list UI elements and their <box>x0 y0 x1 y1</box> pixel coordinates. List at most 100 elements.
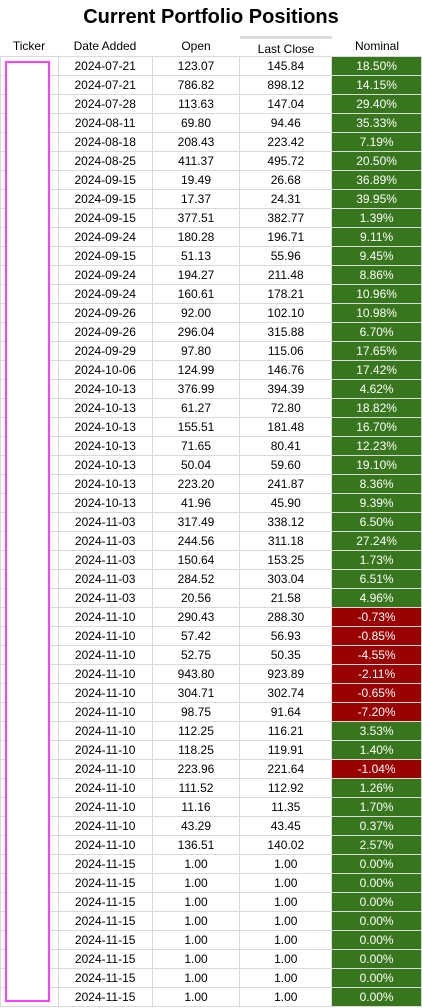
last-close-cell[interactable]: 196.71 <box>239 227 333 247</box>
date-added-cell[interactable]: 2024-09-24 <box>57 284 153 304</box>
nominal-cell[interactable]: 12.23% <box>331 436 422 456</box>
date-added-cell[interactable]: 2024-11-15 <box>57 911 153 931</box>
nominal-cell[interactable]: 35.33% <box>331 113 422 133</box>
date-added-cell[interactable]: 2024-08-25 <box>57 151 153 171</box>
date-added-cell[interactable]: 2024-11-10 <box>57 645 153 665</box>
open-cell[interactable]: 112.25 <box>151 721 241 741</box>
date-added-cell[interactable]: 2024-09-24 <box>57 227 153 247</box>
date-added-cell[interactable]: 2024-11-15 <box>57 949 153 969</box>
last-close-cell[interactable]: 1.00 <box>239 987 333 1007</box>
date-added-cell[interactable]: 2024-11-10 <box>57 721 153 741</box>
date-added-cell[interactable]: 2024-10-13 <box>57 474 153 494</box>
last-close-cell[interactable]: 303.04 <box>239 569 333 589</box>
nominal-cell[interactable]: 2.57% <box>331 835 422 855</box>
date-added-cell[interactable]: 2024-11-03 <box>57 569 153 589</box>
last-close-cell[interactable]: 45.90 <box>239 493 333 513</box>
open-cell[interactable]: 136.51 <box>151 835 241 855</box>
open-cell[interactable]: 1.00 <box>151 873 241 893</box>
date-added-cell[interactable]: 2024-11-03 <box>57 550 153 570</box>
last-close-cell[interactable]: 211.48 <box>239 265 333 285</box>
date-added-cell[interactable]: 2024-11-15 <box>57 987 153 1007</box>
column-header-date-added[interactable]: Date Added <box>73 39 137 53</box>
nominal-cell[interactable]: 1.39% <box>331 208 422 228</box>
date-added-cell[interactable]: 2024-11-15 <box>57 854 153 874</box>
date-added-cell[interactable]: 2024-11-10 <box>57 797 153 817</box>
last-close-cell[interactable]: 221.64 <box>239 759 333 779</box>
date-added-cell[interactable]: 2024-11-10 <box>57 702 153 722</box>
nominal-cell[interactable]: 10.98% <box>331 303 422 323</box>
date-added-cell[interactable]: 2024-07-28 <box>57 94 153 114</box>
open-cell[interactable]: 92.00 <box>151 303 241 323</box>
nominal-cell[interactable]: 29.40% <box>331 94 422 114</box>
last-close-cell[interactable]: 140.02 <box>239 835 333 855</box>
date-added-cell[interactable]: 2024-11-10 <box>57 740 153 760</box>
last-close-cell[interactable]: 1.00 <box>239 930 333 950</box>
nominal-cell[interactable]: 0.00% <box>331 892 422 912</box>
date-added-cell[interactable]: 2024-11-03 <box>57 588 153 608</box>
open-cell[interactable]: 786.82 <box>151 75 241 95</box>
open-cell[interactable]: 244.56 <box>151 531 241 551</box>
last-close-cell[interactable]: 181.48 <box>239 417 333 437</box>
last-close-cell[interactable]: 923.89 <box>239 664 333 684</box>
last-close-cell[interactable]: 119.91 <box>239 740 333 760</box>
nominal-cell[interactable]: 9.11% <box>331 227 422 247</box>
open-cell[interactable]: 69.80 <box>151 113 241 133</box>
open-cell[interactable]: 20.56 <box>151 588 241 608</box>
open-cell[interactable]: 41.96 <box>151 493 241 513</box>
date-added-cell[interactable]: 2024-09-15 <box>57 246 153 266</box>
column-header-nominal[interactable]: Nominal <box>354 39 399 53</box>
last-close-cell[interactable]: 145.84 <box>239 56 333 76</box>
last-close-cell[interactable]: 11.35 <box>239 797 333 817</box>
last-close-cell[interactable]: 116.21 <box>239 721 333 741</box>
last-close-cell[interactable]: 1.00 <box>239 892 333 912</box>
date-added-cell[interactable]: 2024-11-03 <box>57 512 153 532</box>
last-close-cell[interactable]: 56.93 <box>239 626 333 646</box>
date-added-cell[interactable]: 2024-09-29 <box>57 341 153 361</box>
last-close-cell[interactable]: 59.60 <box>239 455 333 475</box>
nominal-cell[interactable]: -2.11% <box>331 664 422 684</box>
date-added-cell[interactable]: 2024-11-15 <box>57 968 153 988</box>
last-close-cell[interactable]: 223.42 <box>239 132 333 152</box>
open-cell[interactable]: 51.13 <box>151 246 241 266</box>
nominal-cell[interactable]: 0.00% <box>331 968 422 988</box>
open-cell[interactable]: 1.00 <box>151 892 241 912</box>
open-cell[interactable]: 1.00 <box>151 949 241 969</box>
last-close-cell[interactable]: 288.30 <box>239 607 333 627</box>
date-added-cell[interactable]: 2024-07-21 <box>57 75 153 95</box>
date-added-cell[interactable]: 2024-09-26 <box>57 303 153 323</box>
nominal-cell[interactable]: -4.55% <box>331 645 422 665</box>
open-cell[interactable]: 124.99 <box>151 360 241 380</box>
date-added-cell[interactable]: 2024-11-15 <box>57 873 153 893</box>
date-added-cell[interactable]: 2024-10-13 <box>57 398 153 418</box>
column-header-open[interactable]: Open <box>181 39 211 53</box>
last-close-cell[interactable]: 91.64 <box>239 702 333 722</box>
nominal-cell[interactable]: 7.19% <box>331 132 422 152</box>
nominal-cell[interactable]: 19.10% <box>331 455 422 475</box>
last-close-cell[interactable]: 1.00 <box>239 949 333 969</box>
last-close-cell[interactable]: 394.39 <box>239 379 333 399</box>
date-added-cell[interactable]: 2024-11-10 <box>57 664 153 684</box>
open-cell[interactable]: 52.75 <box>151 645 241 665</box>
open-cell[interactable]: 943.80 <box>151 664 241 684</box>
nominal-cell[interactable]: 0.00% <box>331 911 422 931</box>
open-cell[interactable]: 376.99 <box>151 379 241 399</box>
nominal-cell[interactable]: 0.00% <box>331 949 422 969</box>
open-cell[interactable]: 180.28 <box>151 227 241 247</box>
date-added-cell[interactable]: 2024-10-13 <box>57 436 153 456</box>
nominal-cell[interactable]: 3.53% <box>331 721 422 741</box>
date-added-cell[interactable]: 2024-11-10 <box>57 759 153 779</box>
last-close-cell[interactable]: 43.45 <box>239 816 333 836</box>
date-added-cell[interactable]: 2024-07-21 <box>57 56 153 76</box>
last-close-cell[interactable]: 178.21 <box>239 284 333 304</box>
nominal-cell[interactable]: 1.26% <box>331 778 422 798</box>
nominal-cell[interactable]: 20.50% <box>331 151 422 171</box>
last-close-cell[interactable]: 72.80 <box>239 398 333 418</box>
last-close-cell[interactable]: 102.10 <box>239 303 333 323</box>
last-close-cell[interactable]: 55.96 <box>239 246 333 266</box>
date-added-cell[interactable]: 2024-08-18 <box>57 132 153 152</box>
last-close-cell[interactable]: 315.88 <box>239 322 333 342</box>
open-cell[interactable]: 296.04 <box>151 322 241 342</box>
last-close-cell[interactable]: 495.72 <box>239 151 333 171</box>
date-added-cell[interactable]: 2024-11-15 <box>57 892 153 912</box>
nominal-cell[interactable]: -0.73% <box>331 607 422 627</box>
